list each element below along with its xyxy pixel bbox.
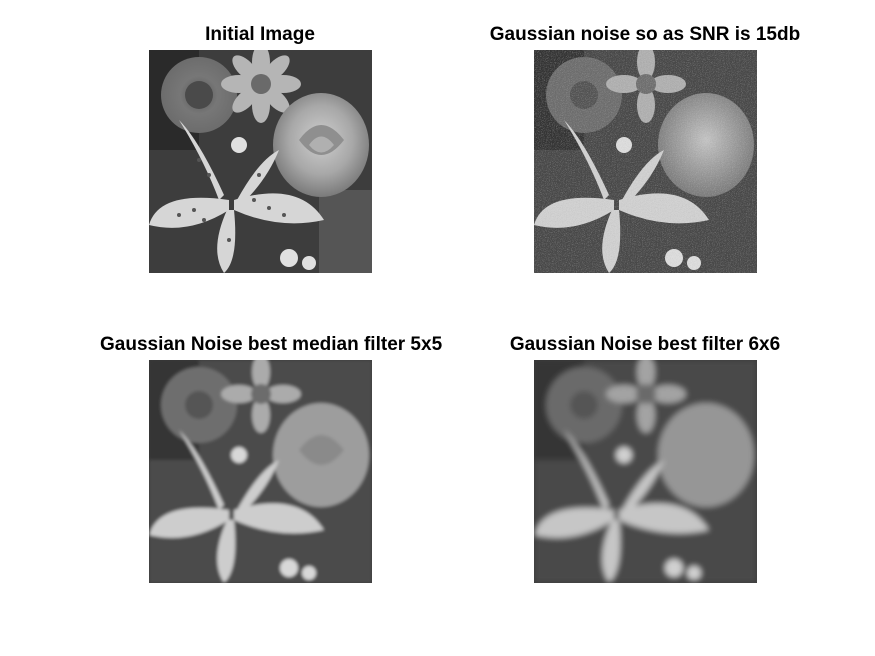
flower-image-graphic bbox=[149, 360, 372, 583]
subplot-initial-image: Initial Image bbox=[100, 24, 420, 284]
subplot-title: Gaussian Noise best filter 6x6 bbox=[485, 334, 805, 356]
flower-image-noisy bbox=[534, 50, 757, 273]
subplot-median-filter-image: Gaussian Noise best median filter 5x5 bbox=[100, 334, 420, 594]
flower-image-graphic bbox=[534, 50, 757, 273]
subplot-title: Gaussian Noise best median filter 5x5 bbox=[100, 334, 420, 356]
flower-image-original bbox=[149, 50, 372, 273]
flower-image-mean-filtered bbox=[534, 360, 757, 583]
subplot-title: Gaussian noise so as SNR is 15db bbox=[485, 24, 805, 46]
subplot-title: Initial Image bbox=[100, 24, 420, 46]
flower-image-graphic bbox=[149, 50, 372, 273]
flower-image-median-filtered bbox=[149, 360, 372, 583]
flower-image-graphic bbox=[534, 360, 757, 583]
subplot-noisy-image: Gaussian noise so as SNR is 15db bbox=[485, 24, 805, 284]
subplot-mean-filter-image: Gaussian Noise best filter 6x6 bbox=[485, 334, 805, 594]
